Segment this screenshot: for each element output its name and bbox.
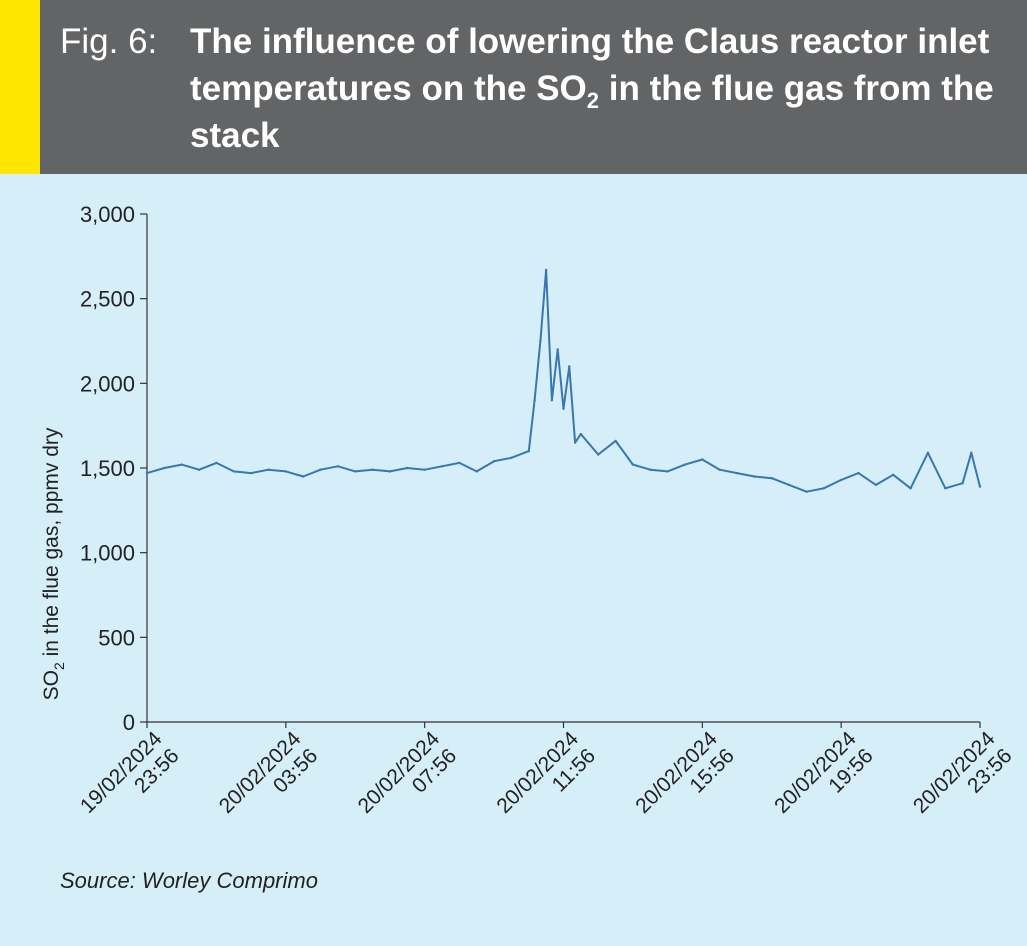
figure-title-part2: in the flue gas from the stack [190, 69, 994, 155]
y-axis-label-rest: in the flue gas, ppmv dry [40, 427, 63, 662]
figure-header [0, 0, 1027, 174]
figure-title-part1: The influence of lowering the Claus reac… [190, 22, 990, 108]
data-point [840, 478, 843, 482]
data-point [909, 487, 912, 490]
x-tick-label: 19/02/202423:56 [76, 727, 184, 835]
x-tick-label: 20/02/202419:56 [770, 727, 878, 835]
data-point [735, 471, 739, 475]
figure-label: Fig. 6: [60, 22, 158, 61]
data-point [822, 487, 825, 490]
y-tick-label: 3,000 [80, 202, 135, 227]
chart-panel [0, 174, 1027, 946]
y-tick-label: 2,500 [80, 287, 135, 312]
data-point [978, 485, 982, 488]
data-point [701, 458, 704, 461]
data-point [683, 463, 687, 466]
data-point [926, 451, 930, 454]
data-point [649, 468, 652, 471]
figure-title-subscript: 2 [586, 88, 600, 113]
data-point [406, 466, 409, 470]
series-line [146, 268, 981, 493]
data-point [539, 339, 542, 343]
data-point [533, 399, 536, 402]
source-note: Source: Worley Comprimo [60, 868, 318, 893]
data-point [753, 475, 756, 478]
data-point [614, 439, 617, 443]
data-point [371, 468, 374, 471]
line-chart: 0 500 1,000 1,500 2,000 2,500 3,000 19/02/2024… [40, 202, 1017, 835]
data-point [336, 465, 340, 468]
data-point [249, 471, 253, 475]
data-point [267, 468, 270, 471]
y-axis-label: SO2 in the flue gas, ppmv dry [40, 427, 67, 700]
data-point [573, 441, 577, 444]
data-point [857, 471, 860, 475]
data-point [302, 475, 305, 478]
y-axis-label-main: SO [40, 670, 63, 700]
y-tick-label: 2,000 [80, 371, 135, 396]
data-point [892, 473, 895, 476]
data-point [232, 470, 235, 473]
data-point [163, 466, 166, 470]
data-point [718, 468, 721, 471]
y-axis-label-subscript: 2 [51, 662, 67, 670]
header-accent-bar [0, 0, 40, 174]
data-point [556, 348, 559, 351]
data-point [423, 468, 426, 471]
data-point [544, 268, 548, 272]
data-point [770, 477, 773, 480]
y-tick-group: 0 500 1,000 1,500 2,000 2,500 3,000 [80, 202, 147, 735]
data-point [284, 470, 287, 473]
data-point [666, 470, 669, 473]
x-tick-label: 20/02/202411:56 [492, 727, 600, 835]
data-point [215, 461, 218, 465]
data-point [874, 483, 878, 487]
x-tick-label: 20/02/202415:56 [631, 727, 739, 835]
data-point [805, 490, 808, 493]
data-point [180, 463, 183, 466]
data-point [579, 432, 583, 436]
data-point [388, 470, 392, 473]
data-point [145, 471, 149, 475]
figure-title: The influence of lowering the Claus reac… [190, 18, 1010, 159]
data-point [568, 365, 571, 368]
x-tick-label: 20/02/202403:56 [215, 727, 323, 835]
x-tick-label: 20/02/202423:56 [909, 727, 1017, 835]
y-tick-label: 1,500 [80, 456, 135, 481]
y-tick-label: 500 [98, 625, 135, 650]
data-point [597, 453, 600, 456]
data-point [970, 451, 973, 454]
data-point [631, 463, 635, 466]
x-tick-group: 19/02/202423:56 20/02/202403:56 20/02/2024… [76, 722, 1017, 835]
data-point [787, 483, 791, 487]
data-point [944, 487, 947, 490]
chart-axes [146, 214, 980, 723]
data-point [550, 399, 554, 402]
data-point [458, 461, 461, 465]
data-point [197, 468, 201, 471]
data-point [354, 470, 357, 473]
data-point [492, 460, 496, 463]
data-point [475, 470, 478, 473]
x-tick-label: 20/02/202407:56 [354, 727, 462, 835]
y-tick-label: 0 [123, 710, 135, 735]
data-point [961, 482, 964, 485]
data-point [440, 465, 444, 468]
y-tick-label: 1,000 [80, 541, 135, 566]
series-group [145, 268, 982, 493]
data-point [527, 449, 530, 453]
data-point [319, 468, 322, 471]
data-point [510, 456, 513, 459]
data-point [562, 407, 565, 410]
